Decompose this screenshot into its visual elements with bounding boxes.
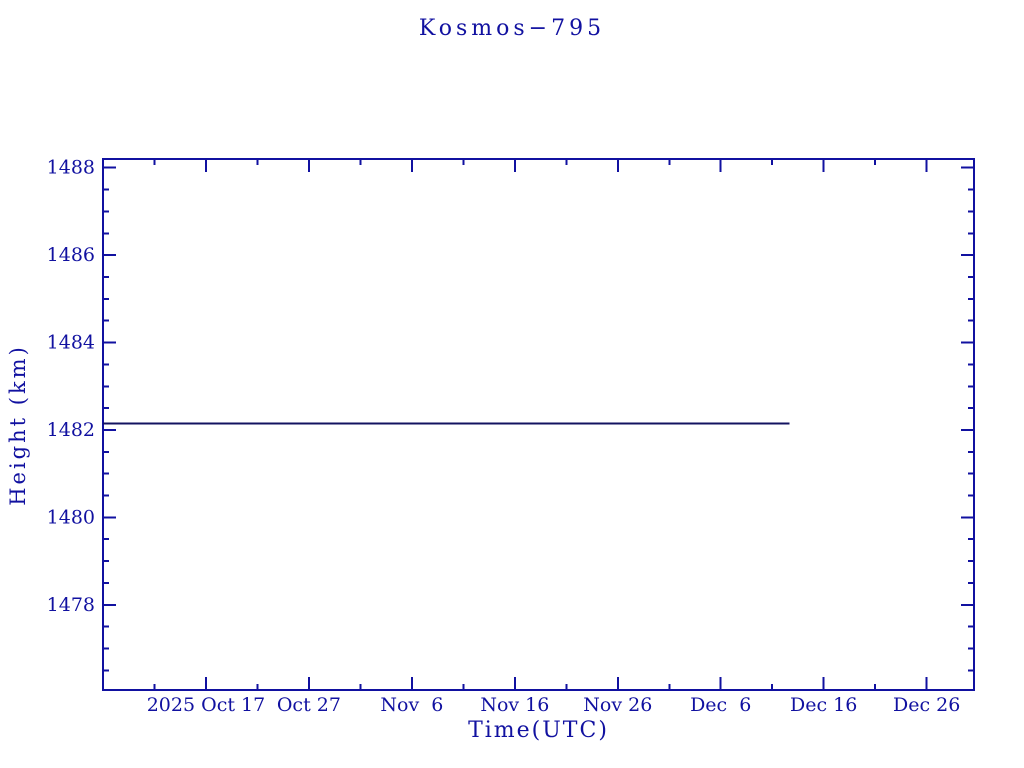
chart-title: Kosmos−795 xyxy=(418,16,606,41)
x-tick-label: Oct 27 xyxy=(277,694,341,716)
x-tick-label: Nov 16 xyxy=(480,694,549,716)
x-axis-title: Time(UTC) xyxy=(468,718,609,743)
y-tick-label: 1478 xyxy=(47,594,95,616)
x-tick-label: 2025 Oct 17 xyxy=(147,694,265,716)
y-tick-label: 1488 xyxy=(47,157,95,179)
x-tick-label: Nov 6 xyxy=(380,694,443,716)
y-tick-label: 1482 xyxy=(47,419,95,441)
y-tick-label: 1486 xyxy=(47,244,95,266)
x-tick-label: Dec 16 xyxy=(790,694,857,716)
plot-frame xyxy=(102,158,975,691)
x-tick-label: Nov 26 xyxy=(583,694,652,716)
x-tick-label: Dec 6 xyxy=(690,694,751,716)
y-tick-label: 1480 xyxy=(47,506,95,528)
x-tick-label: Dec 26 xyxy=(893,694,960,716)
y-tick-label: 1484 xyxy=(47,332,95,354)
